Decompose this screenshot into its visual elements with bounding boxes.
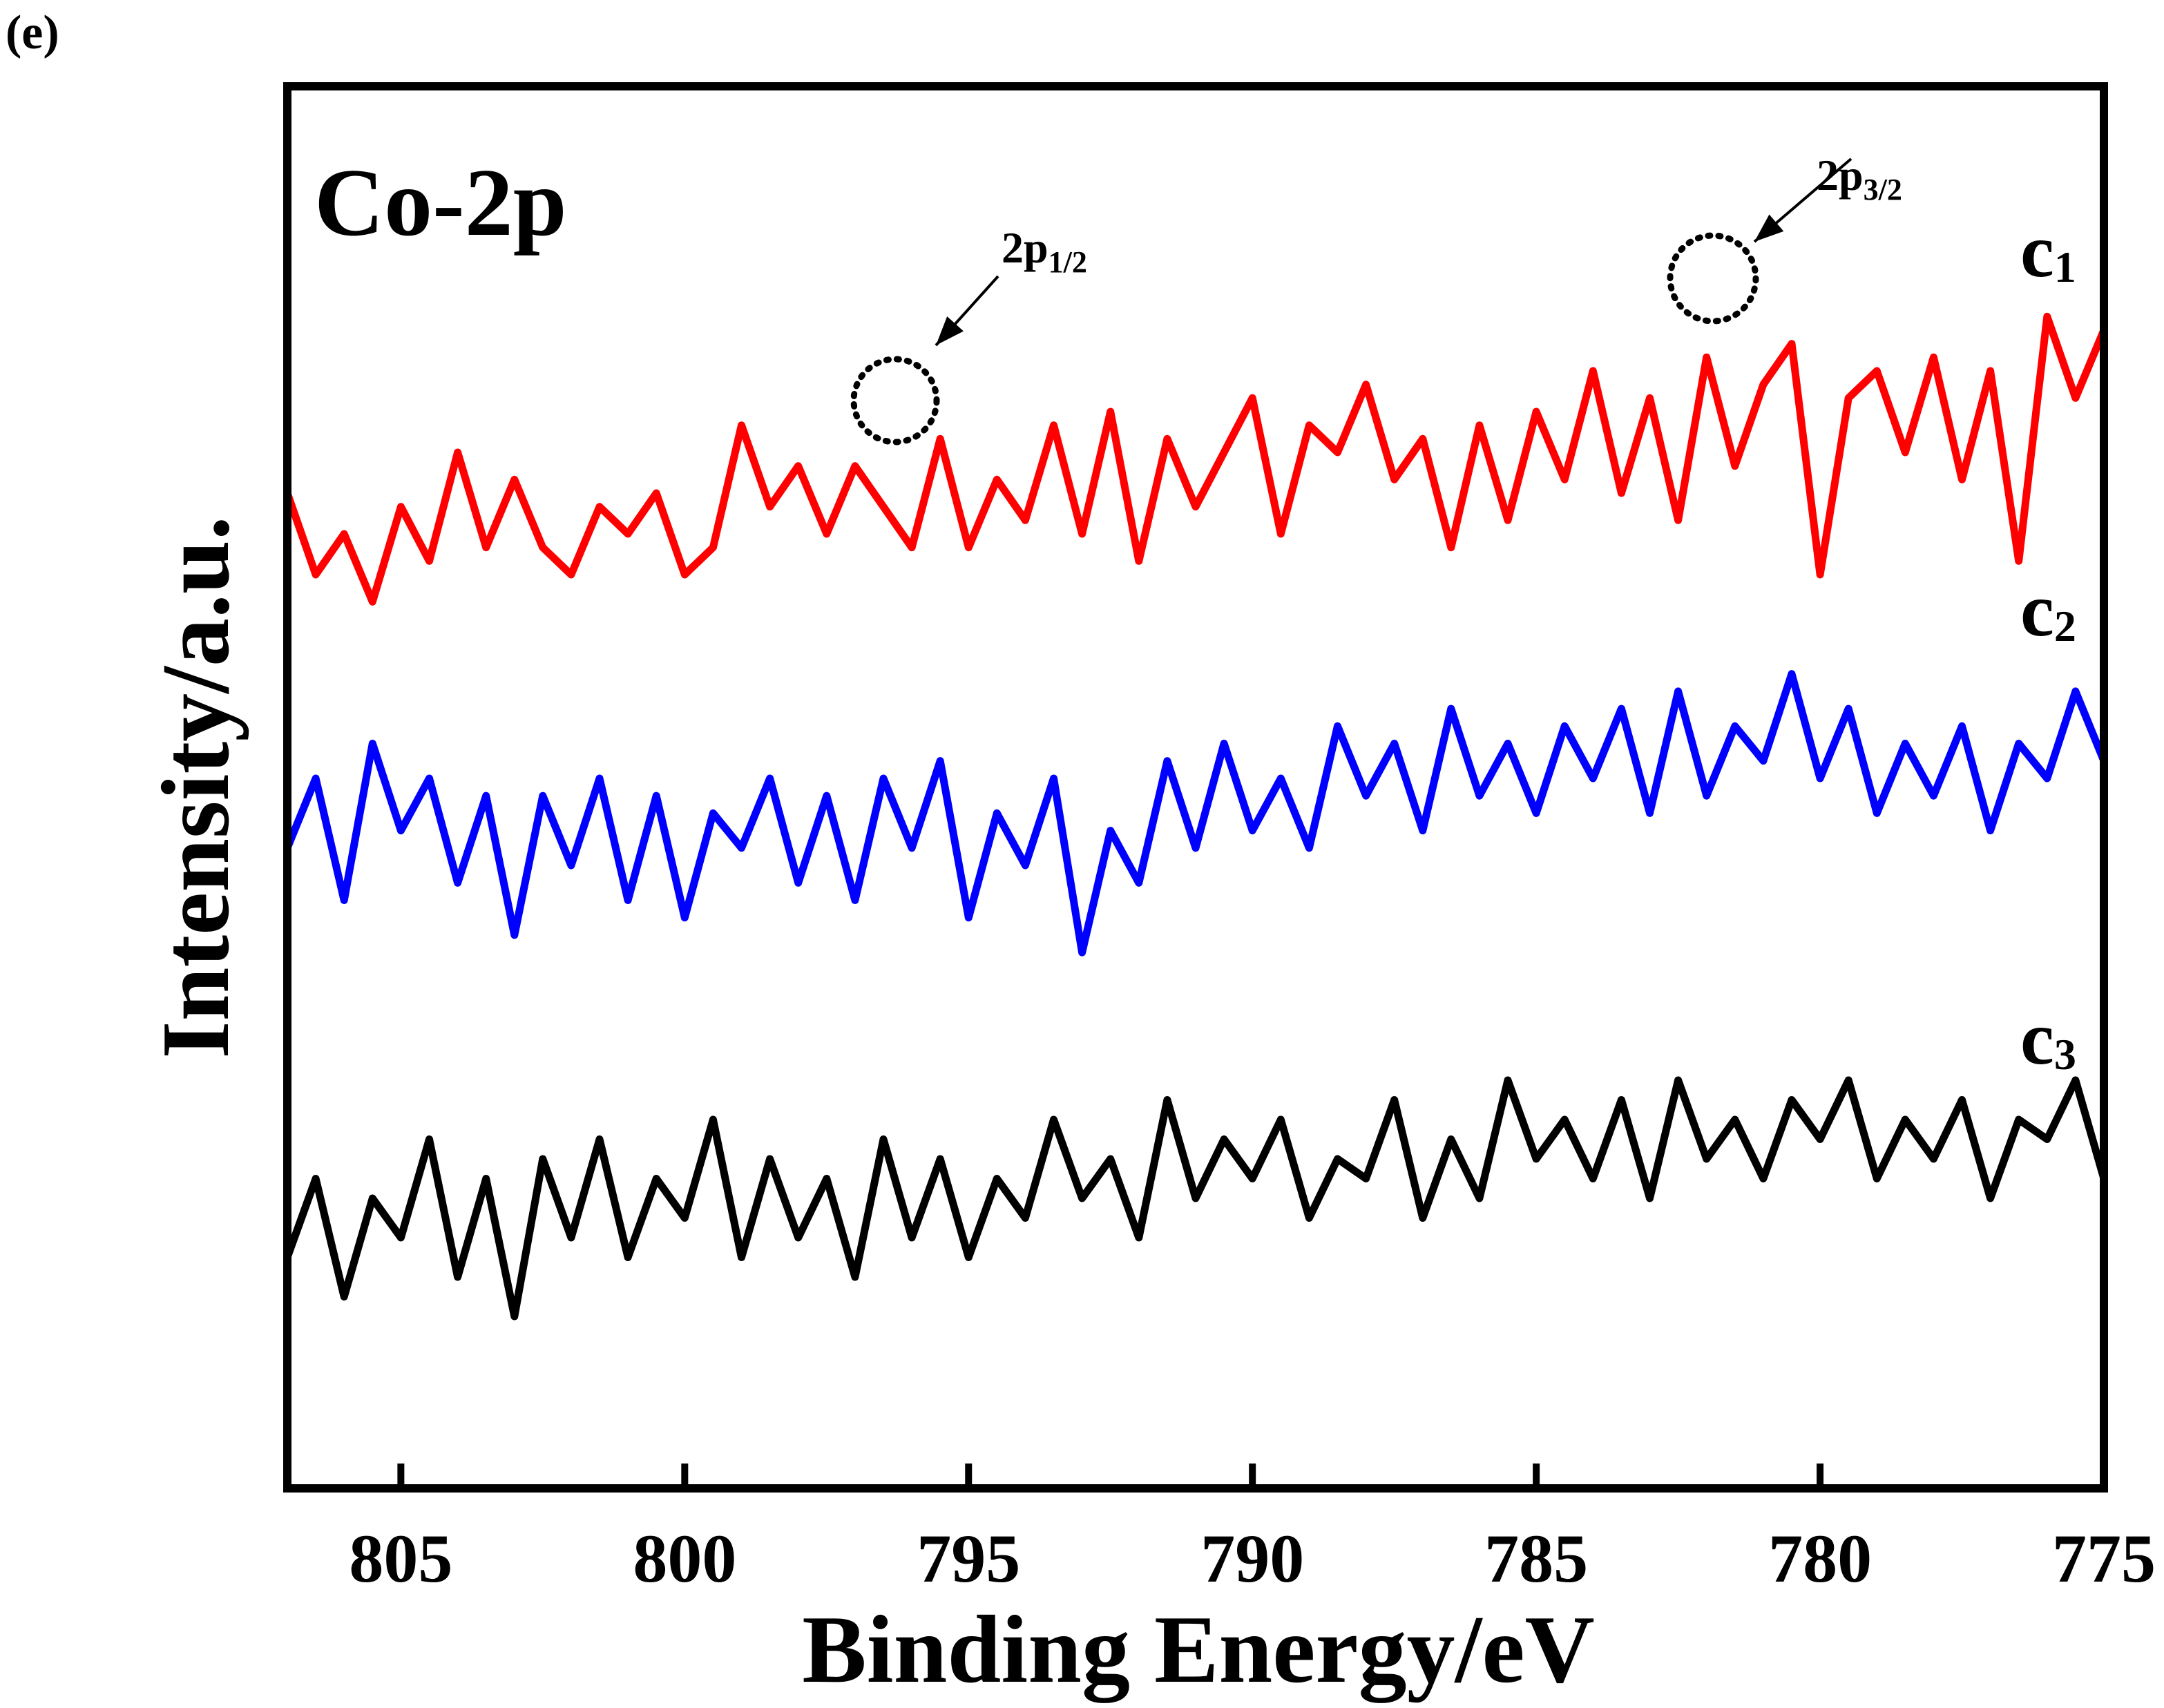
x-tick-label-795: 795: [917, 1520, 1020, 1597]
chart-title: Co-2p: [314, 149, 567, 256]
x-tick-label-780: 780: [1768, 1520, 1872, 1597]
peak-label-3-2: 2p3/2: [1817, 151, 1902, 207]
series-line-c1: [283, 312, 2108, 606]
panel-label: (e): [6, 6, 59, 59]
x-axis-title: Binding Energy/eV: [802, 1596, 1594, 1703]
x-tick-label-790: 790: [1200, 1520, 1304, 1597]
x-tick-label-800: 800: [633, 1520, 736, 1597]
x-axis-ticks: 805 800 795 790 785 780 775: [349, 1464, 2156, 1597]
peak-arrowhead-1-2: [936, 316, 964, 345]
peak-label-1-2: 2p1/2: [1002, 223, 1087, 279]
series-label-c1: c1: [2020, 209, 2076, 293]
plot-frame: [283, 82, 2108, 1493]
x-tick-label-785: 785: [1484, 1520, 1588, 1597]
series-line-c3: [283, 1076, 2108, 1321]
series-labels: c1 c2 c3: [2020, 209, 2076, 1080]
peak-marker-1-2: [850, 356, 940, 445]
series-label-c3: c3: [2020, 996, 2076, 1080]
x-tick-label-805: 805: [349, 1520, 452, 1597]
annotation-layer: 2p1/2 2p3/2: [850, 151, 1902, 445]
peak-arrowhead-3-2: [1754, 214, 1784, 242]
series-line-c2: [283, 670, 2108, 957]
series-label-c2: c2: [2020, 568, 2076, 652]
y-axis-title: Intensity/a.u.: [142, 516, 249, 1059]
series-layer: [283, 312, 2108, 1321]
x-tick-label-775: 775: [2052, 1520, 2156, 1597]
peak-marker-3-2: [1667, 232, 1759, 325]
